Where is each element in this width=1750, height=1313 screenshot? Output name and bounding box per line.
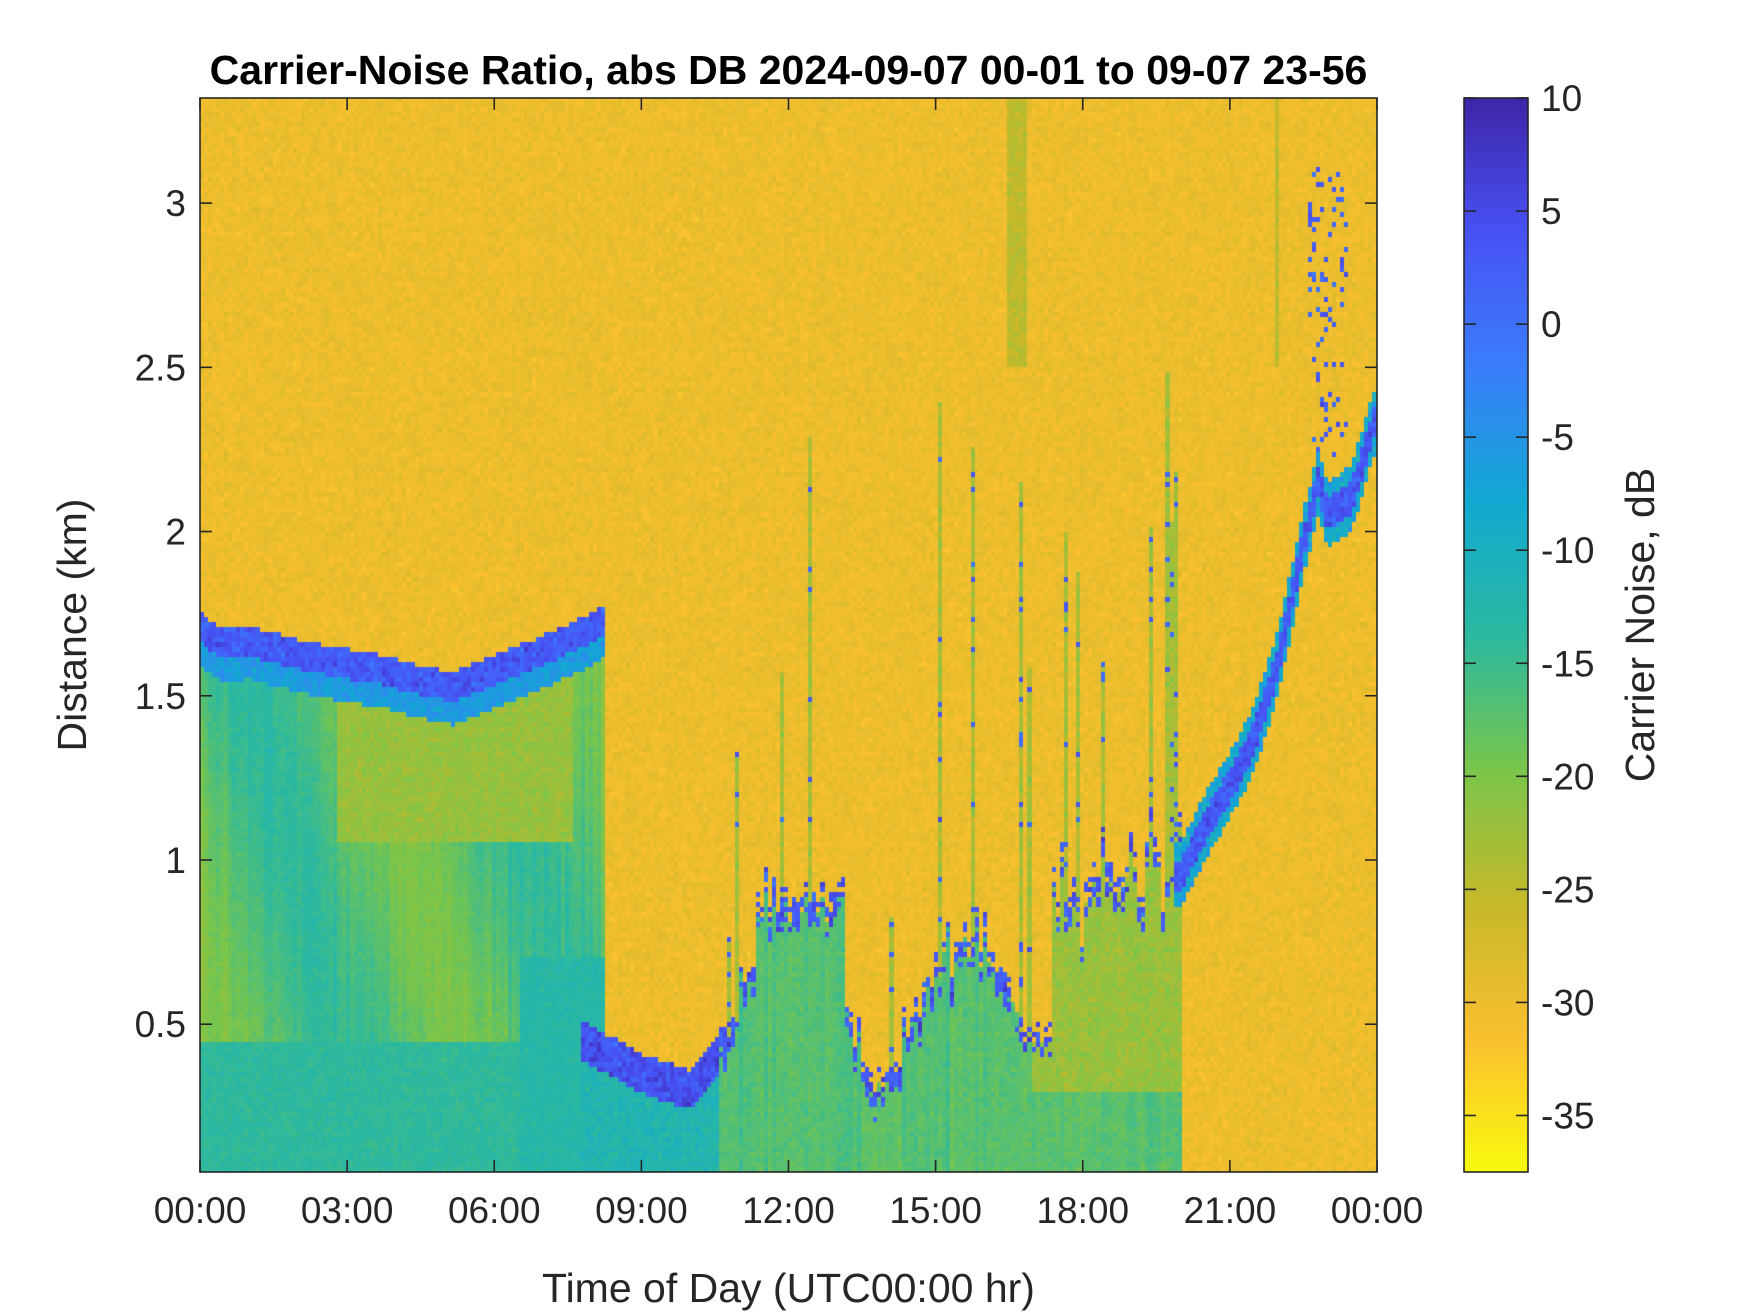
y-tick-label: 3 (165, 183, 186, 224)
colorbar-tick-label: -25 (1541, 869, 1594, 910)
x-tick-label: 00:00 (1331, 1190, 1424, 1231)
x-tick-label: 00:00 (154, 1190, 247, 1231)
x-tick-label: 06:00 (448, 1190, 541, 1231)
colorbar-frame (1463, 97, 1529, 1173)
colorbar-ticks: 10 5 0 -5 -10 -15 -20 -25 -30 -35 (1464, 78, 1594, 1136)
colorbar-tick-label: 5 (1541, 191, 1562, 232)
y-axis-ticks: 0.5 1 1.5 2 2.5 3 (135, 183, 1377, 1045)
colorbar-gradient (1464, 98, 1528, 1172)
colorbar-tick-label: 0 (1541, 304, 1562, 345)
plot-frame (199, 97, 1378, 1173)
y-axis-label: Distance (km) (49, 499, 95, 752)
colorbar-border (1463, 97, 1529, 1173)
x-tick-label: 21:00 (1184, 1190, 1277, 1231)
colorbar-tick-label: -20 (1541, 756, 1594, 797)
x-tick-label: 03:00 (301, 1190, 394, 1231)
x-tick-label: 18:00 (1036, 1190, 1129, 1231)
y-tick-label: 0.5 (135, 1004, 186, 1045)
y-tick-label: 1.5 (135, 676, 186, 717)
colorbar-tick-label: -5 (1541, 417, 1574, 458)
colorbar-label: Carrier Noise, dB (1617, 468, 1663, 782)
y-tick-label: 2.5 (135, 347, 186, 388)
y-tick-label: 1 (165, 840, 186, 881)
chart-title: Carrier-Noise Ratio, abs DB 2024-09-07 0… (209, 47, 1368, 93)
x-tick-label: 15:00 (889, 1190, 982, 1231)
y-tick-label: 2 (165, 512, 186, 553)
colorbar-tick-label: -35 (1541, 1095, 1594, 1136)
x-tick-label: 12:00 (742, 1190, 835, 1231)
colorbar-tick-label: -10 (1541, 530, 1594, 571)
colorbar-tick-label: 10 (1541, 78, 1582, 119)
colorbar-tick-label: -30 (1541, 982, 1594, 1023)
x-axis-label: Time of Day (UTC00:00 hr) (542, 1265, 1035, 1311)
plot-frame-border (199, 97, 1378, 1173)
colorbar-tick-label: -15 (1541, 643, 1594, 684)
heatmap-plot-area (200, 98, 1377, 1172)
x-tick-label: 09:00 (595, 1190, 688, 1231)
x-axis-ticks: 00:00 03:00 06:00 09:00 12:00 15:00 18:00 21:00… (154, 98, 1424, 1231)
